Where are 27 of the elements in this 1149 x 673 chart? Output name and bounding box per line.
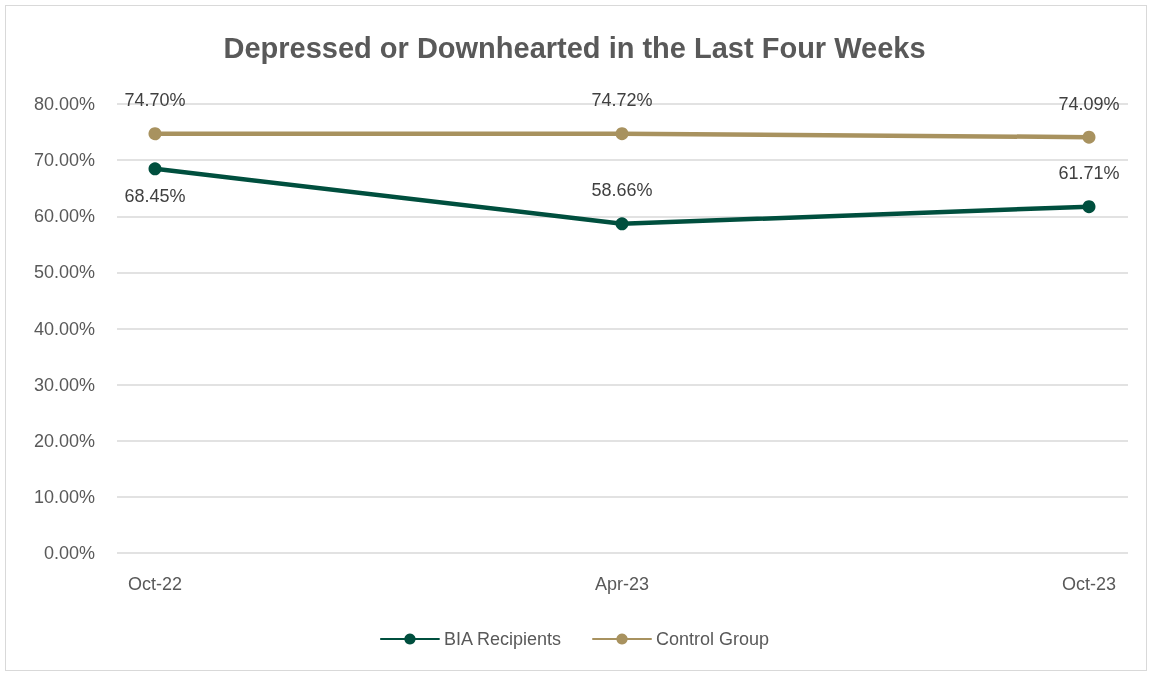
y-tick-label: 10.00% <box>33 486 95 507</box>
data-label: 68.45% <box>124 186 186 207</box>
data-label: 74.70% <box>124 90 186 111</box>
point <box>615 217 629 231</box>
legend-label: Control Group <box>656 629 770 649</box>
y-tick-label: 20.00% <box>33 430 95 451</box>
y-tick-label: 70.00% <box>33 150 95 171</box>
chart-title: Depressed or Downhearted in the Last Four Weeks <box>223 31 926 64</box>
data-label: 61.71% <box>1058 163 1120 184</box>
data-label: 58.66% <box>591 180 653 201</box>
x-tick-label: Oct-23 <box>1061 574 1117 594</box>
x-tick-label: Oct-22 <box>127 574 183 594</box>
y-tick-label: 60.00% <box>33 206 95 227</box>
y-tick-label: 40.00% <box>33 318 95 339</box>
point <box>615 127 629 141</box>
data-label: 74.09% <box>1058 93 1120 114</box>
legend-label: BIA Recipients <box>443 629 562 649</box>
data-label: 74.72% <box>591 90 653 111</box>
y-tick-label: 50.00% <box>33 262 95 283</box>
point <box>1082 130 1096 144</box>
point <box>1082 200 1096 214</box>
y-tick-label: 30.00% <box>33 374 95 395</box>
point <box>148 127 162 141</box>
x-tick-label: Apr-23 <box>594 574 650 594</box>
y-tick-label: 0.00% <box>43 543 95 563</box>
point <box>148 162 162 176</box>
y-tick-label: 80.00% <box>33 94 95 114</box>
